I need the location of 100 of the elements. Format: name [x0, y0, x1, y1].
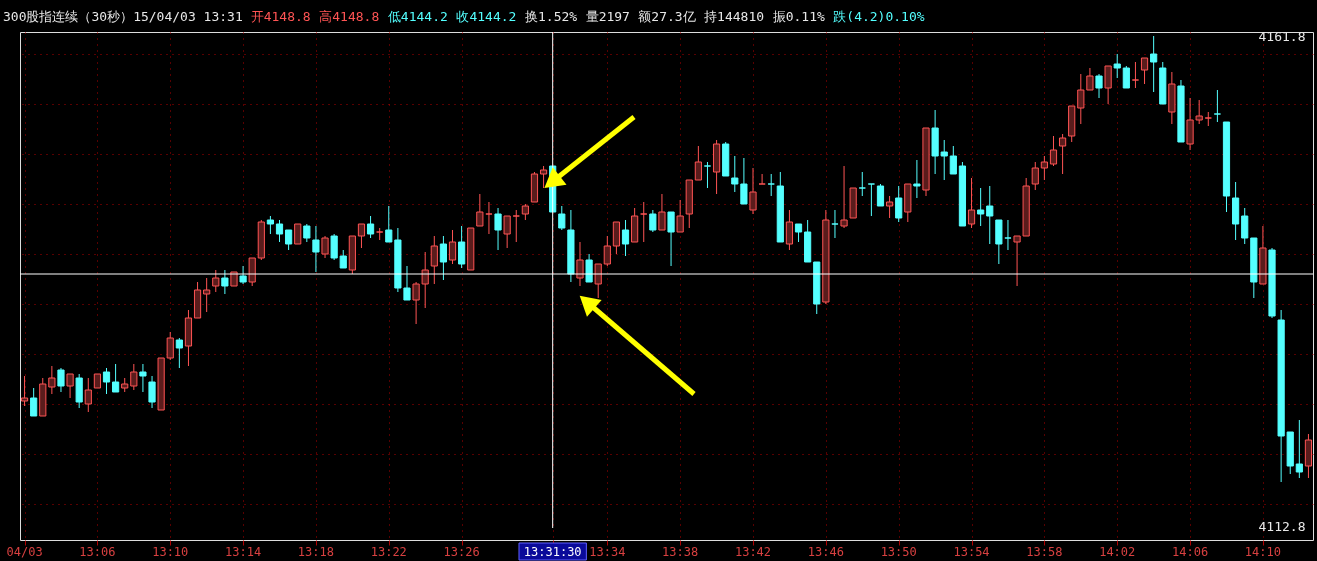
text: 换1.52%: [524, 9, 578, 24]
candlestick: [458, 225, 466, 269]
candlestick: [1131, 61, 1140, 89]
candlestick: [1140, 57, 1149, 85]
candlestick: [439, 235, 448, 281]
candlestick: [84, 377, 92, 413]
candlestick: [785, 209, 794, 251]
candlestick: [330, 233, 338, 261]
text: 额27.3亿: [638, 9, 696, 24]
x-tick-label: 04/03: [6, 545, 43, 559]
candlestick: [658, 193, 666, 231]
candlestick: [20, 375, 29, 407]
x-tick-label: 13:31:30: [523, 545, 582, 559]
candlestick: [649, 209, 657, 233]
x-tick-label: 13:54: [953, 545, 990, 559]
candlestick: [539, 165, 548, 189]
candlestick: [1095, 73, 1103, 99]
candlestick: [895, 185, 903, 223]
candlestick: [75, 373, 83, 409]
candlestick: [476, 193, 484, 227]
candlestick: [221, 269, 229, 295]
x-tick-label: 14:10: [1244, 545, 1281, 559]
candlestick: [130, 363, 138, 391]
candlestick: [885, 195, 894, 219]
candlestick: [831, 209, 839, 239]
x-tick-label: 13:18: [297, 545, 334, 559]
candlestick: [986, 185, 994, 245]
candlestick: [585, 253, 593, 283]
y-tick-label: 4112.8: [1258, 518, 1306, 534]
candlestick: [275, 219, 284, 243]
candlestick: [503, 215, 511, 249]
x-tick-label: 13:14: [225, 545, 262, 559]
x-tick-label: 13:50: [880, 545, 917, 559]
candlestick: [858, 171, 866, 197]
candlestick: [949, 145, 957, 175]
candlestick: [430, 235, 438, 285]
candlestick: [594, 263, 602, 299]
text: 高4148.8: [319, 9, 380, 24]
candlestick: [1059, 133, 1067, 175]
candlestick: [175, 337, 183, 369]
candlestick: [57, 367, 65, 393]
candlestick: [30, 387, 38, 417]
candlestick: [66, 373, 74, 399]
candlestick: [694, 145, 702, 181]
candlestick: [977, 187, 985, 227]
x-tick-label: 13:22: [370, 545, 407, 559]
candlestick: [640, 201, 648, 243]
candlestick: [1213, 89, 1221, 123]
text: 持144810: [704, 9, 765, 24]
candlestick: [1150, 35, 1158, 93]
candlestick: [840, 165, 848, 229]
candlestick: [1113, 53, 1121, 79]
text: 收4144.2: [456, 9, 517, 24]
candlestick: [758, 173, 766, 185]
candlestick: [703, 161, 712, 189]
candlestick: [102, 367, 111, 395]
candlestick: [967, 177, 976, 229]
candlestick: [1040, 155, 1048, 181]
candlestick: [366, 215, 375, 239]
x-tick-label: 14:06: [1172, 545, 1209, 559]
candlestick: [321, 235, 329, 259]
candlestick: [621, 219, 630, 257]
candlestick: [448, 229, 457, 265]
candlestick: [1104, 65, 1112, 105]
x-tick-label: 13:26: [443, 545, 480, 559]
candlestick: [139, 363, 147, 393]
candlestick: [576, 241, 584, 287]
x-tick-label: 13:46: [807, 545, 844, 559]
x-tick-label: 13:42: [734, 545, 772, 559]
candlestick: [112, 363, 120, 393]
candlestick: [212, 269, 220, 293]
candlestick: [485, 201, 493, 235]
candlestick: [1295, 419, 1303, 479]
y-tick-label: 4161.8: [1258, 28, 1306, 44]
candlestick: [676, 199, 684, 233]
candlestick: [667, 211, 675, 267]
x-tick-label: 13:10: [152, 545, 189, 559]
candlestick: [603, 235, 611, 267]
candlestick: [512, 209, 520, 243]
x-tick-label: 14:02: [1099, 545, 1136, 559]
text: 开4148.8: [250, 9, 311, 24]
candlestick: [203, 277, 211, 313]
text: 量2197: [585, 9, 630, 24]
x-tick-label: 13:38: [662, 545, 699, 559]
candlestick: [558, 205, 566, 231]
candlestick: [1049, 135, 1058, 167]
candlestick: [285, 229, 293, 251]
candlestick: [248, 257, 256, 287]
candlestick: [612, 221, 621, 255]
x-tick-label: 13:34: [589, 545, 626, 559]
candlestick: [749, 167, 757, 215]
candlestick: [995, 219, 1003, 265]
candlestick: [148, 375, 156, 409]
candlestick: [876, 183, 885, 207]
candlestick: [1241, 207, 1249, 245]
candlestick: [867, 183, 875, 217]
text: 低4144.2: [387, 9, 448, 24]
candlestick: [294, 223, 302, 245]
candlestick: [312, 225, 320, 273]
candlestick: [767, 173, 775, 197]
